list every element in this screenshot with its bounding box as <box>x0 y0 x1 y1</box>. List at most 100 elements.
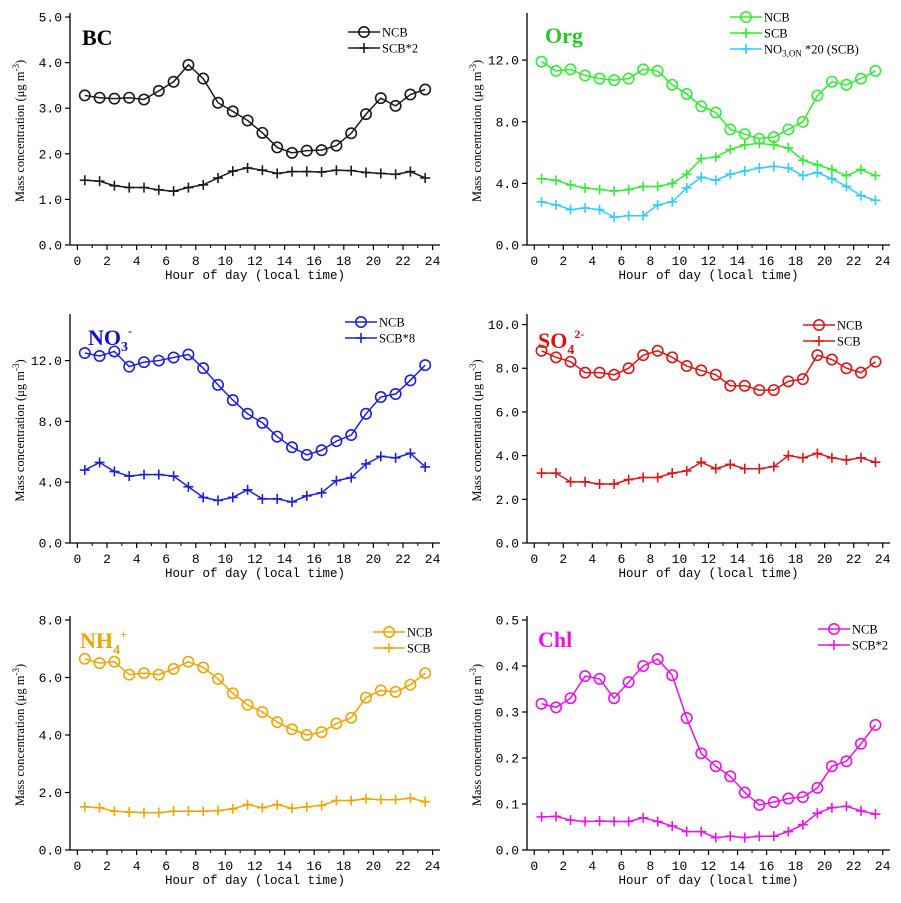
data-point <box>79 801 90 812</box>
series-line <box>84 167 426 192</box>
x-tick-label: 22 <box>846 552 862 567</box>
x-tick-label: 12 <box>701 552 717 567</box>
y-tick-label: 0.4 <box>496 660 520 675</box>
x-tick-label: 2 <box>559 859 567 874</box>
data-point <box>79 465 90 476</box>
data-point <box>94 457 105 468</box>
data-point <box>138 356 151 369</box>
data-point <box>580 183 591 193</box>
data-point <box>108 655 121 668</box>
data-point <box>681 183 692 193</box>
data-point <box>404 88 417 101</box>
x-tick-label: 0 <box>73 254 81 269</box>
data-point <box>696 826 707 837</box>
y-tick-label: 2.0 <box>39 786 62 801</box>
legend-entry: SCB*2 <box>818 639 888 653</box>
y-ticks: 0.0 2.0 4.0 6.0 8.0 10.0 <box>488 318 527 552</box>
data-point <box>287 803 297 814</box>
data-point <box>420 796 431 807</box>
x-ticks: 0 2 4 6 8 10 12 14 16 18 20 22 24 <box>73 245 441 269</box>
data-point <box>796 373 809 386</box>
data-point <box>361 167 371 178</box>
data-point <box>695 747 708 760</box>
legend-label: SCB <box>837 335 861 349</box>
x-tick-label: 0 <box>530 552 538 567</box>
x-tick-label: 6 <box>162 859 170 874</box>
y-ticks: 0.0 4.0 8.0 12.0 <box>488 54 527 254</box>
x-tick-label: 16 <box>759 552 775 567</box>
data-point <box>226 105 239 118</box>
data-point <box>783 142 794 153</box>
data-point <box>213 172 223 183</box>
data-point <box>826 802 837 813</box>
y-tick-label: 0.0 <box>39 239 62 254</box>
data-point <box>754 463 765 474</box>
x-tick-label: 8 <box>647 254 655 269</box>
data-point <box>739 832 750 843</box>
data-point <box>404 678 417 691</box>
data-point <box>124 182 135 193</box>
data-point <box>826 173 837 184</box>
legend-label: NCB <box>852 623 878 637</box>
x-tick-label: 18 <box>788 254 804 269</box>
data-point <box>197 661 210 674</box>
data-point <box>608 74 621 87</box>
y-tick-label: 4.0 <box>496 449 519 464</box>
x-tick-label: 24 <box>875 552 891 567</box>
legend-marker <box>382 625 395 638</box>
series-scb-2 <box>79 162 431 197</box>
data-point <box>841 454 852 465</box>
x-tick-label: 6 <box>617 254 625 269</box>
series-line <box>541 658 877 806</box>
data-point <box>825 353 838 366</box>
x-tick-label: 10 <box>218 552 234 567</box>
x-tick-label: 8 <box>192 254 200 269</box>
x-tick-label: 22 <box>395 552 411 567</box>
data-point <box>420 172 431 183</box>
y-tick-label: 0.2 <box>496 752 519 767</box>
x-axis-label: Hour of day (local time) <box>165 567 345 581</box>
data-point <box>212 378 225 391</box>
data-point <box>300 144 313 157</box>
data-point <box>389 388 402 401</box>
data-point <box>359 108 372 121</box>
data-point <box>580 816 591 827</box>
x-tick-label: 14 <box>730 859 746 874</box>
x-axis-label: Hour of day (local time) <box>165 874 345 888</box>
data-point <box>271 430 284 443</box>
y-tick-label: 6.0 <box>496 405 519 420</box>
data-point <box>316 167 327 178</box>
series-line <box>541 61 876 140</box>
data-point <box>622 676 635 689</box>
data-point <box>256 126 269 139</box>
x-tick-label: 20 <box>817 254 833 269</box>
y-tick-label: 12.0 <box>31 354 62 369</box>
y-tick-label: 0.5 <box>496 614 519 629</box>
data-point <box>812 167 823 178</box>
x-tick-label: 16 <box>306 552 322 567</box>
legend-label: NO3,ON *20 (SCB) <box>764 43 859 59</box>
x-tick-label: 0 <box>73 552 81 567</box>
data-point <box>754 162 765 173</box>
x-ticks: 0 2 4 6 8 10 12 14 16 18 20 22 24 <box>73 543 441 567</box>
y-ticks: 0.0 1.0 2.0 3.0 4.0 5.0 <box>39 11 70 254</box>
data-point <box>608 368 621 381</box>
data-point <box>840 755 853 768</box>
data-point <box>138 667 151 680</box>
data-point <box>825 75 838 88</box>
x-tick-label: 10 <box>218 859 234 874</box>
data-point <box>579 670 592 683</box>
data-point <box>580 203 591 214</box>
data-point <box>287 496 297 507</box>
legend-label: NCB <box>837 319 863 333</box>
data-point <box>257 493 268 504</box>
x-tick-label: 14 <box>730 552 746 567</box>
data-point <box>536 196 547 207</box>
data-point <box>667 821 678 832</box>
data-point <box>754 831 765 842</box>
data-point <box>226 687 239 700</box>
data-point <box>564 692 577 705</box>
legend-label: NCB <box>382 26 408 40</box>
data-point <box>870 170 881 181</box>
